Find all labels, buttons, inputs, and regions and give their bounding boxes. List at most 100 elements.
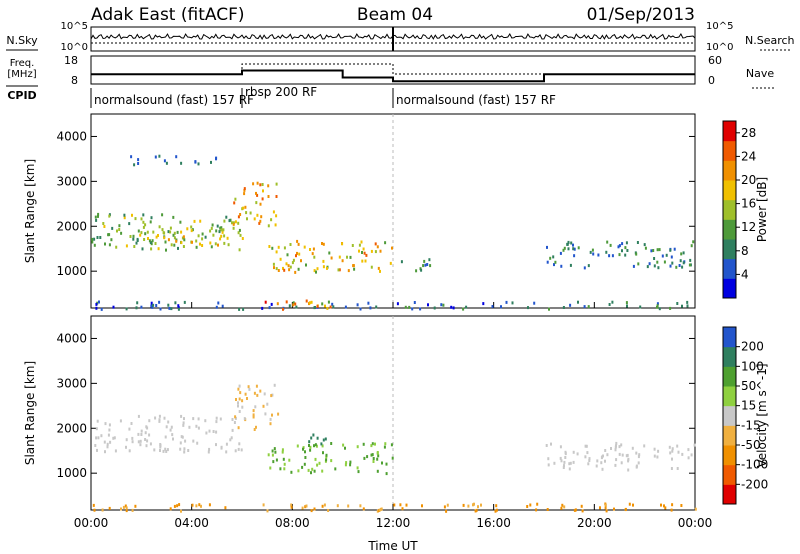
echo-cell [670, 508, 673, 512]
echo-cell [473, 502, 475, 506]
echo-cell [118, 228, 121, 231]
echo-cell [321, 444, 324, 448]
echo-cell [308, 444, 310, 447]
echo-cell [292, 301, 295, 305]
echo-cell [208, 429, 211, 433]
cpid-label: CPID [7, 89, 36, 102]
echo-cell [112, 436, 115, 440]
echo-cell [587, 264, 590, 268]
echo-cell [275, 250, 278, 254]
echo-cell [446, 503, 449, 507]
echo-cell [247, 385, 250, 389]
echo-cell [173, 243, 176, 247]
echo-cell [239, 213, 242, 216]
echo-cell [482, 302, 485, 306]
echo-cell [275, 458, 278, 462]
echo-cell [169, 428, 172, 432]
nave-tick-bottom: 0 [708, 74, 715, 87]
echo-cell [101, 508, 104, 512]
echo-cell [652, 249, 655, 252]
noise-tick-bottom-left: 10^0 [61, 42, 88, 53]
echo-cell [638, 453, 641, 457]
colorbar-swatch [723, 327, 736, 348]
cpid-segment: rbsp 200 RF [245, 85, 317, 99]
echo-cell [140, 305, 143, 309]
echo-cell [559, 251, 562, 255]
echo-cell [179, 220, 182, 224]
echo-cell [234, 415, 237, 419]
echo-cell [273, 266, 275, 270]
echo-cell [286, 253, 289, 257]
y-tick-label: 2000 [56, 421, 87, 435]
echo-cell [154, 155, 157, 159]
echo-cell [688, 263, 691, 267]
echo-cell [390, 443, 393, 447]
echo-cell [581, 509, 584, 513]
echo-cell [646, 265, 649, 269]
nave-label: Nave [746, 67, 774, 80]
echo-cell [377, 266, 380, 270]
echo-cell [210, 226, 213, 230]
echo-cell [155, 235, 158, 239]
echo-cell [128, 222, 131, 226]
echo-cell [207, 450, 210, 454]
echo-cell [283, 246, 286, 250]
echo-cell [545, 444, 548, 447]
echo-cell [145, 425, 148, 429]
echo-cell [198, 503, 201, 507]
echo-cell [246, 397, 248, 400]
echo-cell [365, 253, 368, 257]
echo-cell [377, 454, 380, 458]
echo-cell [100, 434, 103, 438]
echo-cell [225, 215, 228, 219]
power-echoes [91, 154, 695, 311]
echo-cell [135, 241, 138, 245]
echo-cell [175, 155, 178, 159]
echo-cell [172, 437, 174, 441]
echo-cell [477, 505, 479, 509]
echo-cell [363, 251, 366, 255]
echo-cell [109, 440, 112, 444]
echo-cell [529, 503, 532, 507]
echo-cell [620, 443, 623, 447]
echo-cell [266, 402, 269, 406]
echo-cell [106, 445, 109, 449]
echo-cell [231, 418, 234, 421]
echo-cell [331, 302, 334, 306]
colorbar-tick-label: 100 [741, 359, 764, 373]
echo-cell [242, 307, 245, 311]
echo-cell [232, 221, 235, 225]
colorbar-swatch [723, 199, 736, 220]
echo-cell [182, 423, 185, 427]
echo-cell [308, 440, 311, 444]
echo-cell [675, 265, 678, 269]
echo-cell [253, 391, 256, 395]
echo-cell [617, 245, 620, 249]
echo-cell [411, 307, 414, 311]
echo-cell [219, 417, 222, 421]
echo-cell [217, 243, 219, 247]
echo-cell [583, 266, 586, 270]
x-tick-label: 20:00 [577, 516, 612, 530]
colorbar-swatch [723, 405, 736, 426]
echo-cell [103, 225, 106, 228]
echo-cell [433, 306, 436, 310]
echo-cell [589, 250, 592, 254]
echo-cell [175, 239, 178, 243]
echo-cell [511, 301, 514, 305]
echo-cell [150, 216, 153, 220]
echo-cell [261, 306, 264, 310]
colorbar-swatch [723, 140, 736, 161]
echo-cell [548, 307, 550, 311]
echo-cell [360, 240, 363, 244]
echo-cell [338, 255, 341, 259]
echo-cell [608, 254, 611, 258]
echo-cell [232, 222, 235, 226]
echo-cell [553, 461, 556, 465]
colorbar-swatch [723, 346, 736, 367]
echo-cell [371, 442, 374, 446]
echo-cell [298, 252, 301, 256]
echo-cell [241, 237, 244, 240]
echo-cell [245, 211, 248, 215]
echo-cell [313, 269, 316, 273]
